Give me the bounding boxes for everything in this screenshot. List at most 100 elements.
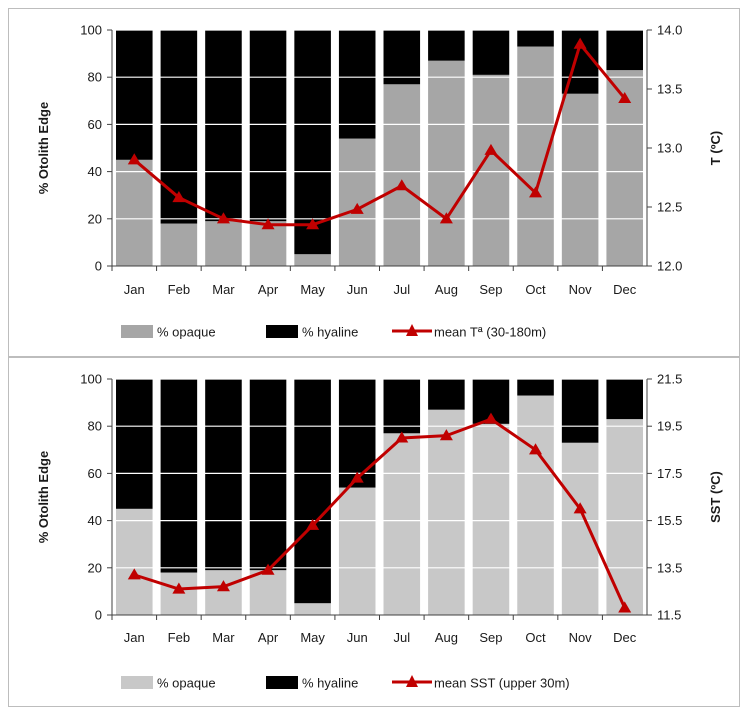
bottom-y2tick-label: 15.5 — [657, 513, 682, 528]
top-bar-hyaline-oct — [517, 30, 554, 47]
bottom-temperature-marker-apr — [261, 563, 275, 575]
bottom-bar-hyaline-apr — [249, 379, 287, 571]
bottom-legend-swatch-0 — [121, 676, 153, 689]
top-bar-opaque-may — [294, 254, 331, 266]
bottom-xtick-label-jul: Jul — [393, 630, 410, 645]
top-temperature-marker-jan — [127, 153, 141, 165]
top-legend-swatch-0 — [121, 325, 153, 338]
top-legend-swatch-1 — [266, 325, 298, 338]
top-temperature-marker-oct — [529, 186, 543, 198]
top-xtick-label-nov: Nov — [569, 282, 593, 297]
bottom-bar-hyaline-dec — [606, 379, 643, 420]
bottom-y-axis-title: % Otolith Edge — [36, 451, 51, 543]
bottom-temperature-marker-may — [306, 518, 320, 530]
bottom-ytick-label: 100 — [80, 372, 102, 387]
top-temperature-marker-mar — [216, 212, 230, 224]
top-ytick-label: 0 — [95, 259, 102, 274]
top-chart: 0 20 40 60 80 100 12.0 12.5 13.0 13.5 14.0 Jan Feb Ma… — [36, 23, 723, 340]
bottom-bar-hyaline-jun — [338, 379, 376, 488]
bottom-bar-hyaline-nov — [561, 379, 599, 443]
bottom-temperature-marker-mar — [216, 580, 230, 592]
top-bar-opaque-nov — [561, 93, 599, 266]
top-xtick-label-apr: Apr — [258, 282, 279, 297]
bottom-ytick-label: 20 — [88, 560, 102, 575]
top-ytick-label: 20 — [88, 211, 102, 226]
top-bar-hyaline-jul — [383, 30, 421, 85]
bottom-temperature-marker-jul — [395, 431, 409, 443]
bottom-bar-opaque-jul — [383, 433, 421, 615]
bottom-y2tick-label: 21.5 — [657, 372, 682, 387]
bottom-chart: 0 20 40 60 80 100 11.5 13.5 15.5 17.5 19.5 21.5 Jan F… — [36, 372, 723, 691]
top-legend-marker-swatch — [406, 324, 418, 336]
top-legend-label-0: % opaque — [157, 325, 216, 340]
top-y2tick-label: 12.5 — [657, 200, 682, 215]
top-xtick-label-jan: Jan — [124, 282, 145, 297]
bottom-xtick-label-may: May — [300, 630, 325, 645]
top-temperature-marker-sep — [484, 143, 498, 155]
top-panel-frame — [8, 8, 740, 357]
bottom-panel-frame — [8, 357, 740, 707]
top-temperature-marker-may — [306, 218, 320, 230]
top-temperature-marker-jun — [350, 202, 364, 214]
bottom-bar-opaque-sep — [472, 423, 510, 615]
top-xtick-label-mar: Mar — [212, 282, 235, 297]
bottom-bar-opaque-aug — [428, 409, 465, 615]
top-xtick-label-sep: Sep — [479, 282, 502, 297]
top-xtick-label-may: May — [300, 282, 325, 297]
top-temperature-marker-dec — [618, 91, 632, 103]
top-xtick-label-oct: Oct — [525, 282, 546, 297]
top-xtick-label-jul: Jul — [393, 282, 410, 297]
bottom-legend-label-0: % opaque — [157, 676, 216, 691]
bottom-xtick-label-apr: Apr — [258, 630, 279, 645]
bottom-y2tick-label: 17.5 — [657, 466, 682, 481]
top-temperature-marker-apr — [261, 218, 275, 230]
top-xtick-label-aug: Aug — [435, 282, 458, 297]
bottom-temperature-marker-jan — [127, 568, 141, 580]
top-bar-hyaline-aug — [428, 30, 465, 61]
bottom-xtick-label-jun: Jun — [347, 630, 368, 645]
bottom-bar-hyaline-oct — [517, 379, 554, 396]
bottom-xtick-label-mar: Mar — [212, 630, 235, 645]
bottom-bar-opaque-jun — [338, 487, 376, 615]
bottom-ytick-label: 0 — [95, 608, 102, 623]
top-bar-opaque-mar — [205, 221, 242, 266]
bottom-bar-opaque-apr — [249, 570, 287, 615]
top-bar-hyaline-dec — [606, 30, 643, 71]
top-temperature-marker-nov — [573, 37, 587, 49]
top-ytick-label: 80 — [88, 70, 102, 85]
bottom-bar-opaque-feb — [160, 572, 198, 615]
bottom-y2tick-label: 19.5 — [657, 419, 682, 434]
bottom-legend-label-1: % hyaline — [302, 676, 358, 691]
bottom-temperature-marker-nov — [573, 502, 587, 514]
top-bar-hyaline-jan — [116, 30, 153, 160]
top-bar-opaque-jul — [383, 84, 421, 266]
top-bar-hyaline-may — [294, 30, 331, 255]
bottom-y2-axis-title: SST (ºC) — [708, 471, 723, 523]
bottom-xtick-label-nov: Nov — [569, 630, 593, 645]
bottom-ytick-label: 60 — [88, 466, 102, 481]
bottom-legend-marker-swatch — [406, 675, 418, 687]
top-y2tick-label: 13.5 — [657, 82, 682, 97]
top-bar-hyaline-apr — [249, 30, 287, 222]
top-temperature-marker-jul — [395, 179, 409, 191]
bottom-y2tick-label: 11.5 — [657, 608, 681, 623]
bottom-bar-opaque-nov — [561, 442, 599, 615]
top-ytick-label: 40 — [88, 164, 102, 179]
bottom-temperature-marker-dec — [618, 601, 632, 613]
bottom-ytick-label: 40 — [88, 513, 102, 528]
top-y-axis-title: % Otolith Edge — [36, 102, 51, 194]
top-bar-hyaline-jun — [338, 30, 376, 139]
bottom-xtick-label-aug: Aug — [435, 630, 458, 645]
bottom-y2tick-label: 13.5 — [657, 560, 682, 575]
bottom-xtick-label-sep: Sep — [479, 630, 502, 645]
bottom-bar-opaque-may — [294, 603, 331, 615]
bottom-bar-opaque-oct — [517, 395, 554, 615]
bottom-ytick-label: 80 — [88, 419, 102, 434]
top-y2tick-label: 12.0 — [657, 259, 682, 274]
bottom-bar-hyaline-aug — [428, 379, 465, 410]
bottom-bar-hyaline-feb — [160, 379, 198, 573]
bottom-xtick-label-feb: Feb — [168, 630, 190, 645]
top-y2tick-label: 14.0 — [657, 23, 682, 38]
